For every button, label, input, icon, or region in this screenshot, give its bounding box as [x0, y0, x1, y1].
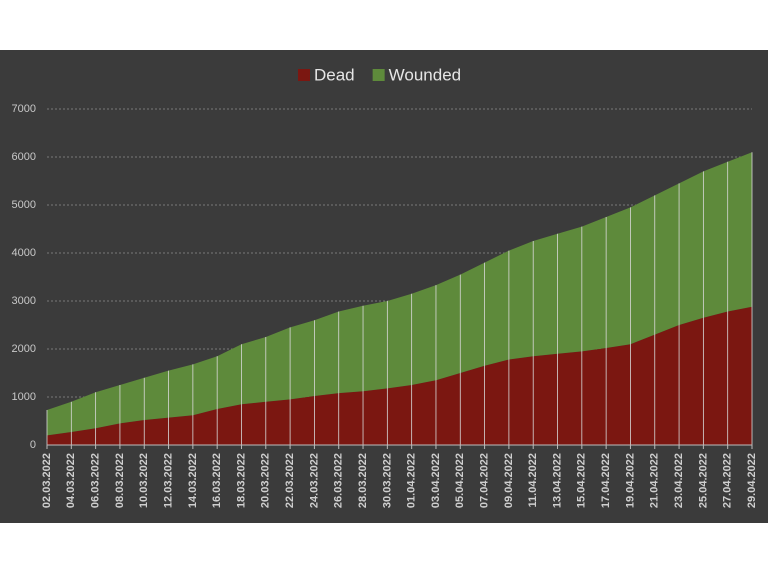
- x-tick-label: 15.04.2022: [576, 453, 588, 508]
- y-tick-label: 2000: [12, 343, 36, 355]
- x-tick-label: 01.04.2022: [406, 453, 418, 508]
- x-tick-label: 27.04.2022: [722, 453, 734, 508]
- x-tick-label: 03.04.2022: [430, 453, 442, 508]
- x-tick-label: 17.04.2022: [600, 453, 612, 508]
- x-tick-label: 14.03.2022: [187, 453, 199, 508]
- x-tick-label: 30.03.2022: [381, 453, 393, 508]
- y-tick-label: 6000: [12, 151, 36, 163]
- x-tick-label: 07.04.2022: [478, 453, 490, 508]
- y-tick-label: 4000: [12, 247, 36, 259]
- y-tick-label: 7000: [12, 103, 36, 115]
- x-tick-label: 05.04.2022: [454, 453, 466, 508]
- x-tick-label: 26.03.2022: [333, 453, 345, 508]
- x-tick-label: 08.03.2022: [114, 453, 126, 508]
- x-tick-label: 09.04.2022: [503, 453, 515, 508]
- x-tick-label: 10.03.2022: [138, 453, 150, 508]
- legend-swatch: [372, 69, 385, 81]
- x-tick-label: 06.03.2022: [90, 453, 102, 508]
- x-tick-label: 19.04.2022: [624, 453, 636, 508]
- area: [47, 152, 752, 436]
- x-tick-label: 25.04.2022: [697, 453, 709, 508]
- area: [47, 306, 752, 445]
- x-tick-label: 16.03.2022: [211, 453, 223, 508]
- x-tick-label: 24.03.2022: [308, 453, 320, 508]
- x-tick-label: 13.04.2022: [551, 453, 563, 508]
- y-tick-label: 0: [30, 439, 36, 451]
- x-tick-label: 21.04.2022: [649, 453, 661, 508]
- y-tick-label: 3000: [12, 295, 36, 307]
- y-tick-label: 1000: [12, 391, 36, 403]
- x-tick-label: 29.04.2022: [746, 453, 758, 508]
- x-tick-label: 04.03.2022: [65, 453, 77, 508]
- x-tick-label: 22.03.2022: [284, 453, 296, 508]
- x-tick-label: 12.03.2022: [162, 453, 174, 508]
- legend-label: Wounded: [389, 65, 461, 84]
- legend: Dead Wounded: [298, 65, 461, 84]
- y-tick-label: 5000: [12, 199, 36, 211]
- x-tick-label: 18.03.2022: [235, 453, 247, 508]
- x-tick-label: 28.03.2022: [357, 453, 369, 508]
- legend-label: Dead: [314, 65, 355, 84]
- x-tick-label: 23.04.2022: [673, 453, 685, 508]
- x-tick-label: 11.04.2022: [527, 453, 539, 507]
- legend-swatch: [298, 69, 310, 81]
- x-tick-label: 20.03.2022: [260, 453, 272, 508]
- x-tick-label: 02.03.2022: [41, 453, 53, 508]
